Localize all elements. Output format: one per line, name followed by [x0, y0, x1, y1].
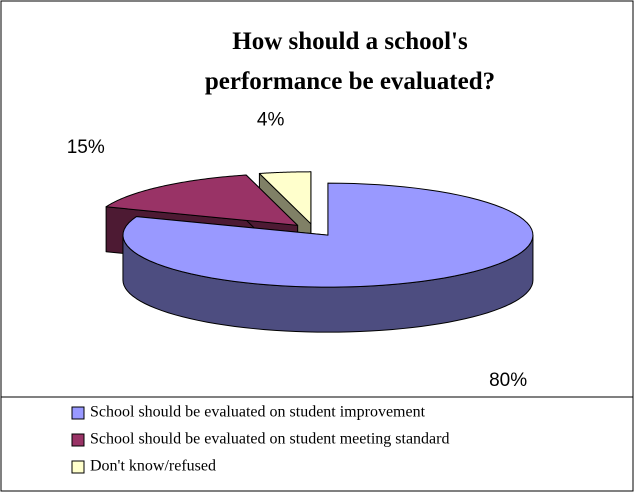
data-label: 4%	[257, 110, 285, 131]
legend-swatch	[71, 433, 85, 447]
data-label: 15%	[67, 137, 105, 158]
legend-swatch	[71, 460, 85, 474]
chart-title: How should a school's performance be eva…	[204, 28, 496, 95]
legend-label: School should be evaluated on student me…	[90, 431, 449, 448]
slice-top	[122, 182, 534, 288]
legend-label: Don't know/refused	[90, 458, 216, 475]
slice-top	[258, 171, 312, 225]
legend-swatch	[71, 406, 85, 420]
slice-top	[105, 174, 299, 226]
data-label: 80%	[489, 370, 527, 391]
legend-label: School should be evaluated on student im…	[90, 404, 426, 421]
